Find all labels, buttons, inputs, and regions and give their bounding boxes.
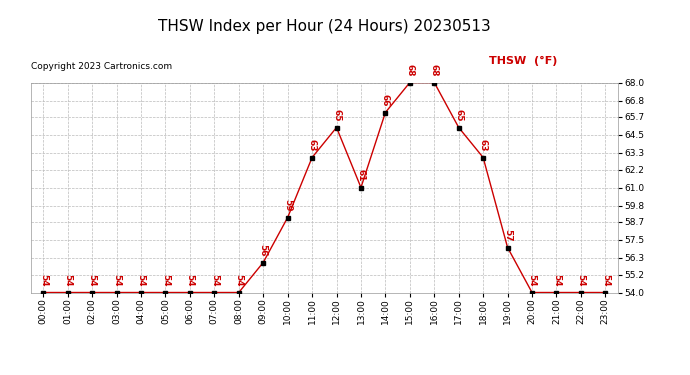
Text: 54: 54 — [112, 274, 121, 287]
Text: Copyright 2023 Cartronics.com: Copyright 2023 Cartronics.com — [31, 62, 172, 71]
Text: 57: 57 — [503, 230, 512, 242]
Text: 65: 65 — [454, 110, 463, 122]
Text: 59: 59 — [283, 200, 292, 212]
Text: 56: 56 — [259, 244, 268, 257]
Text: 68: 68 — [430, 64, 439, 77]
Text: 54: 54 — [88, 274, 97, 287]
Text: 54: 54 — [137, 274, 146, 287]
Text: 54: 54 — [39, 274, 48, 287]
Text: 54: 54 — [601, 274, 610, 287]
Text: 63: 63 — [479, 140, 488, 152]
Text: 54: 54 — [186, 274, 195, 287]
Text: 54: 54 — [552, 274, 561, 287]
Text: 54: 54 — [210, 274, 219, 287]
Text: 65: 65 — [332, 110, 341, 122]
Text: THSW  (°F): THSW (°F) — [489, 56, 557, 66]
Text: THSW Index per Hour (24 Hours) 20230513: THSW Index per Hour (24 Hours) 20230513 — [158, 19, 491, 34]
Text: 68: 68 — [405, 64, 414, 77]
Text: 54: 54 — [161, 274, 170, 287]
Text: 54: 54 — [63, 274, 72, 287]
Text: 54: 54 — [235, 274, 244, 287]
Text: 63: 63 — [308, 140, 317, 152]
Text: 66: 66 — [381, 94, 390, 107]
Text: 54: 54 — [576, 274, 585, 287]
Text: 61: 61 — [357, 170, 366, 182]
Text: 54: 54 — [528, 274, 537, 287]
